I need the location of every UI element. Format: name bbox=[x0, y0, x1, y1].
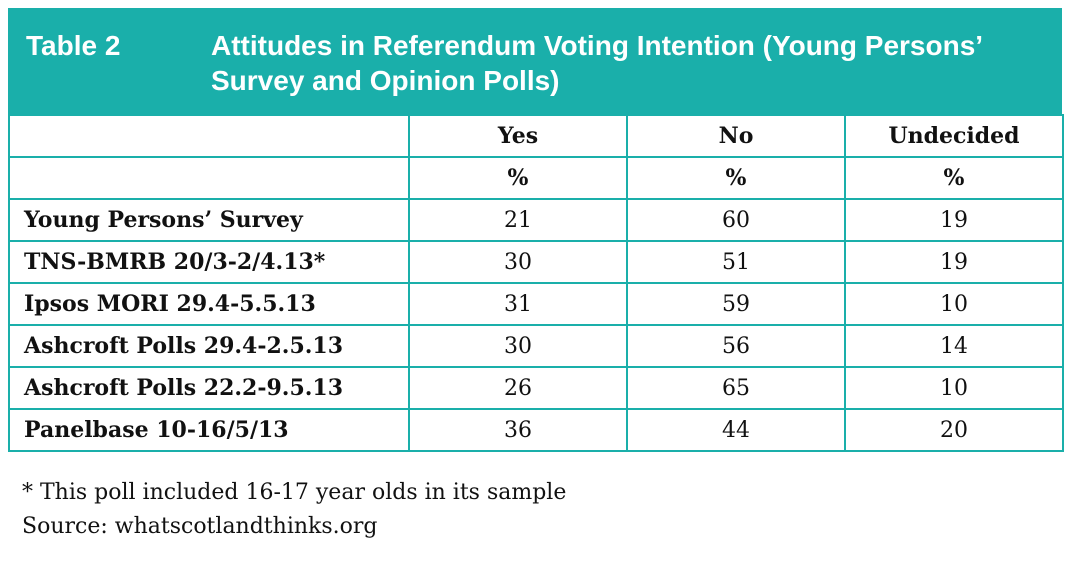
row-label: Ashcroft Polls 29.4-2.5.13 bbox=[8, 324, 410, 368]
no-value: 44 bbox=[626, 408, 846, 452]
undecided-value: 19 bbox=[844, 240, 1064, 284]
unit-no: % bbox=[626, 156, 846, 200]
column-header-no: No bbox=[626, 114, 846, 158]
no-value: 59 bbox=[626, 282, 846, 326]
yes-value: 31 bbox=[408, 282, 628, 326]
results-table: Yes No Undecided % % % Young Persons’ Su… bbox=[8, 114, 1064, 452]
yes-value: 21 bbox=[408, 198, 628, 242]
source-note: Source: whatscotlandthinks.org bbox=[22, 514, 378, 539]
table-row: Ipsos MORI 29.4-5.5.13 31 59 10 bbox=[8, 282, 1064, 326]
results-table-container: Yes No Undecided % % % Young Persons’ Su… bbox=[8, 114, 1064, 452]
table-row: Ashcroft Polls 29.4-2.5.13 30 56 14 bbox=[8, 324, 1064, 368]
yes-value: 26 bbox=[408, 366, 628, 410]
row-label: TNS-BMRB 20/3-2/4.13* bbox=[8, 240, 410, 284]
table-notes: * This poll included 16-17 year olds in … bbox=[22, 476, 566, 544]
row-label: Young Persons’ Survey bbox=[8, 198, 410, 242]
unit-yes: % bbox=[408, 156, 628, 200]
table-header-banner: Table 2 Attitudes in Referendum Voting I… bbox=[8, 8, 1062, 114]
row-label: Ipsos MORI 29.4-5.5.13 bbox=[8, 282, 410, 326]
table-row: Ashcroft Polls 22.2-9.5.13 26 65 10 bbox=[8, 366, 1064, 410]
row-label: Panelbase 10-16/5/13 bbox=[8, 408, 410, 452]
table-number: Table 2 bbox=[26, 30, 121, 61]
no-value: 56 bbox=[626, 324, 846, 368]
undecided-value: 10 bbox=[844, 366, 1064, 410]
unit-undecided: % bbox=[844, 156, 1064, 200]
yes-value: 30 bbox=[408, 240, 628, 284]
no-value: 51 bbox=[626, 240, 846, 284]
table-row: Young Persons’ Survey 21 60 19 bbox=[8, 198, 1064, 242]
column-header-undecided: Undecided bbox=[844, 114, 1064, 158]
table-title: Attitudes in Referendum Voting Intention… bbox=[211, 30, 982, 96]
row-label: Ashcroft Polls 22.2-9.5.13 bbox=[8, 366, 410, 410]
column-header-row: Yes No Undecided bbox=[8, 114, 1064, 158]
column-header-yes: Yes bbox=[408, 114, 628, 158]
table-row: TNS-BMRB 20/3-2/4.13* 30 51 19 bbox=[8, 240, 1064, 284]
column-header-blank bbox=[8, 114, 410, 158]
undecided-value: 10 bbox=[844, 282, 1064, 326]
undecided-value: 14 bbox=[844, 324, 1064, 368]
unit-row: % % % bbox=[8, 156, 1064, 200]
footnote: * This poll included 16-17 year olds in … bbox=[22, 480, 567, 505]
yes-value: 36 bbox=[408, 408, 628, 452]
yes-value: 30 bbox=[408, 324, 628, 368]
table-row: Panelbase 10-16/5/13 36 44 20 bbox=[8, 408, 1064, 452]
undecided-value: 19 bbox=[844, 198, 1064, 242]
undecided-value: 20 bbox=[844, 408, 1064, 452]
no-value: 65 bbox=[626, 366, 846, 410]
unit-blank bbox=[8, 156, 410, 200]
no-value: 60 bbox=[626, 198, 846, 242]
